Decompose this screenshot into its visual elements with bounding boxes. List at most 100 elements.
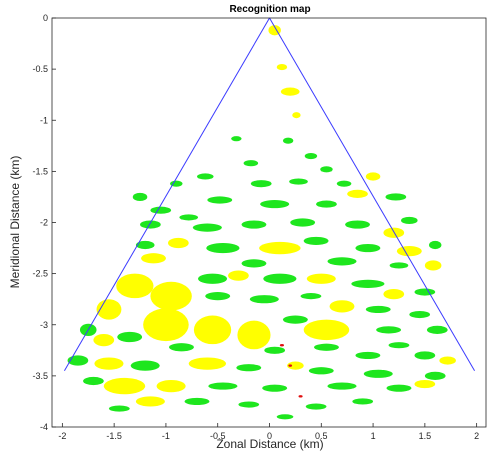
- y-tick-label: -3: [40, 320, 48, 330]
- green-region: [426, 325, 448, 334]
- yellow-region: [188, 357, 226, 370]
- green-region: [205, 292, 231, 301]
- y-tick-label: -2.5: [32, 269, 48, 279]
- green-region: [389, 262, 409, 269]
- green-region: [414, 351, 436, 360]
- y-tick-label: -1: [40, 115, 48, 125]
- x-tick-label: -1: [162, 431, 170, 441]
- y-tick-label: -4: [40, 422, 48, 432]
- green-region: [290, 218, 316, 227]
- green-region: [241, 220, 267, 229]
- green-region: [308, 367, 334, 375]
- green-region: [300, 293, 322, 300]
- green-region: [327, 382, 357, 390]
- yellow-region: [103, 377, 146, 395]
- green-region: [376, 326, 402, 334]
- green-region: [250, 180, 272, 188]
- y-tick-label: -2: [40, 218, 48, 228]
- yellow-region: [143, 308, 189, 342]
- green-region: [238, 401, 260, 408]
- yellow-region: [193, 315, 232, 345]
- green-region: [388, 342, 410, 349]
- green-region: [314, 343, 339, 351]
- green-region: [424, 371, 446, 380]
- green-region: [385, 193, 407, 201]
- green-region: [169, 343, 194, 352]
- yellow-region: [347, 189, 368, 198]
- green-region: [117, 331, 143, 343]
- yellow-region: [287, 361, 304, 370]
- green-region: [241, 259, 267, 268]
- green-region: [414, 288, 436, 296]
- yellow-region: [93, 333, 115, 347]
- yellow-region: [150, 281, 192, 311]
- green-region: [303, 236, 329, 245]
- x-axis-ticks: -2 -1.5 -1 -0.5 0 0.5 1 1.5 2: [58, 423, 479, 441]
- yellow-region: [237, 320, 271, 350]
- yellow-region: [383, 288, 405, 300]
- green-region: [355, 351, 381, 360]
- yellow-region: [94, 357, 124, 370]
- x-tick-label: 1: [371, 431, 376, 441]
- x-tick-label: -0.5: [210, 431, 226, 441]
- y-tick-label: 0: [43, 13, 48, 23]
- green-region: [179, 214, 199, 221]
- red-region: [279, 343, 284, 347]
- green-region: [231, 136, 242, 142]
- chart-title: Recognition map: [229, 4, 310, 15]
- yellow-region: [135, 396, 165, 407]
- green-region: [132, 192, 148, 202]
- yellow-region: [116, 273, 154, 299]
- yellow-region: [292, 112, 301, 119]
- green-region: [207, 196, 233, 204]
- green-region: [243, 160, 259, 167]
- green-region: [429, 240, 442, 250]
- green-region: [197, 173, 214, 180]
- yellow-region: [396, 246, 422, 257]
- right-boundary-line: [269, 17, 476, 372]
- red-region: [298, 395, 303, 398]
- x-tick-label: 0: [267, 431, 272, 441]
- green-region: [83, 376, 104, 386]
- y-tick-label: -0.5: [32, 64, 48, 74]
- green-region: [282, 315, 308, 324]
- green-region: [345, 220, 370, 229]
- yellow-region: [141, 253, 166, 264]
- green-region: [316, 200, 337, 208]
- green-region: [327, 257, 357, 266]
- yellow-region: [303, 319, 350, 341]
- green-region: [351, 279, 385, 288]
- green-region: [208, 382, 238, 390]
- yellow-region: [306, 273, 336, 284]
- green-region: [67, 355, 89, 366]
- green-region: [135, 240, 155, 250]
- green-region: [305, 403, 327, 410]
- green-region: [289, 178, 308, 185]
- green-region: [260, 200, 290, 209]
- yellow-region: [365, 172, 381, 181]
- x-tick-label: -2: [58, 431, 66, 441]
- green-region: [249, 295, 279, 304]
- recognition-regions: [67, 25, 456, 420]
- green-region: [282, 137, 294, 144]
- green-region: [170, 180, 183, 187]
- green-region: [352, 398, 374, 405]
- green-region: [276, 414, 294, 420]
- x-tick-label: 1.5: [419, 431, 432, 441]
- green-region: [320, 166, 333, 173]
- green-region: [304, 152, 318, 160]
- red-region: [288, 364, 293, 367]
- green-region: [365, 305, 391, 313]
- green-region: [206, 242, 240, 254]
- yellow-region: [259, 241, 301, 255]
- green-region: [108, 405, 130, 412]
- y-axis-ticks: 0 -0.5 -1 -1.5 -2 -2.5 -3 -3.5 -4: [32, 13, 56, 432]
- yellow-region: [228, 270, 249, 281]
- x-tick-label: -1.5: [106, 431, 122, 441]
- green-region: [140, 220, 161, 229]
- green-region: [150, 206, 172, 214]
- yellow-region: [156, 379, 186, 393]
- green-region: [401, 216, 418, 225]
- y-tick-label: -3.5: [32, 371, 48, 381]
